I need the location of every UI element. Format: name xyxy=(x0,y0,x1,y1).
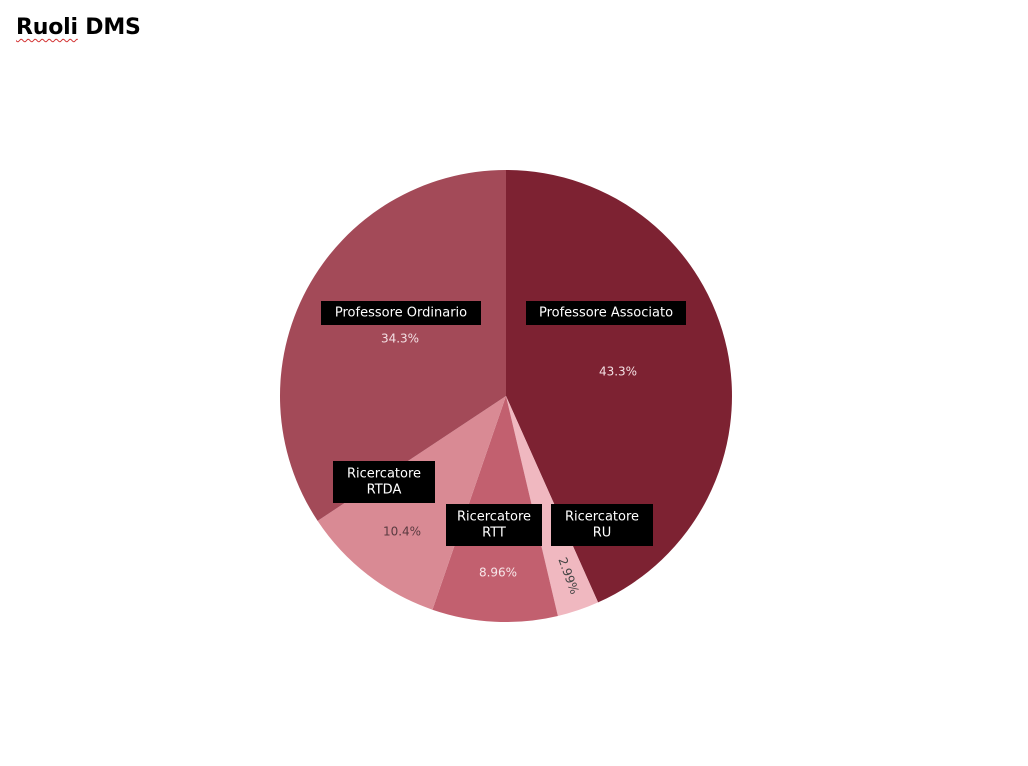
slice-label-text: RU xyxy=(593,526,612,541)
slice-percent-label: 10.4% xyxy=(383,525,421,539)
slice-percent-label: 43.3% xyxy=(599,365,637,379)
slice-label-text: Professore Associato xyxy=(539,306,673,321)
slice-label-box xyxy=(446,504,542,546)
slice-label-text: Ricercatore xyxy=(565,510,639,525)
slice-percent-label: 8.96% xyxy=(479,566,517,580)
pie-slice xyxy=(506,170,732,603)
page-title-word: Ruoli xyxy=(16,15,78,40)
slice-label-text: RTT xyxy=(482,526,506,541)
pie-name-labels: Professore AssociatoRicercatoreRURicerca… xyxy=(321,301,686,546)
pie-slices xyxy=(279,169,732,622)
slice-label-box xyxy=(321,301,481,325)
slice-label-box xyxy=(526,301,686,325)
slice-label-text: RTDA xyxy=(367,483,402,498)
slice-label-text: Ricercatore xyxy=(347,467,421,482)
page-title-rest: DMS xyxy=(77,15,141,40)
slice-name-label: Professore Ordinario xyxy=(321,301,481,325)
slice-label-text: Ricercatore xyxy=(457,510,531,525)
slice-label-box xyxy=(551,504,653,546)
slice-percent-label: 34.3% xyxy=(381,332,419,346)
slice-label-text: Professore Ordinario xyxy=(335,306,467,321)
slice-label-box xyxy=(333,461,435,503)
page-title: Ruoli DMS xyxy=(16,15,141,40)
pie-slice xyxy=(279,169,506,521)
slice-name-label: Professore Associato xyxy=(526,301,686,325)
